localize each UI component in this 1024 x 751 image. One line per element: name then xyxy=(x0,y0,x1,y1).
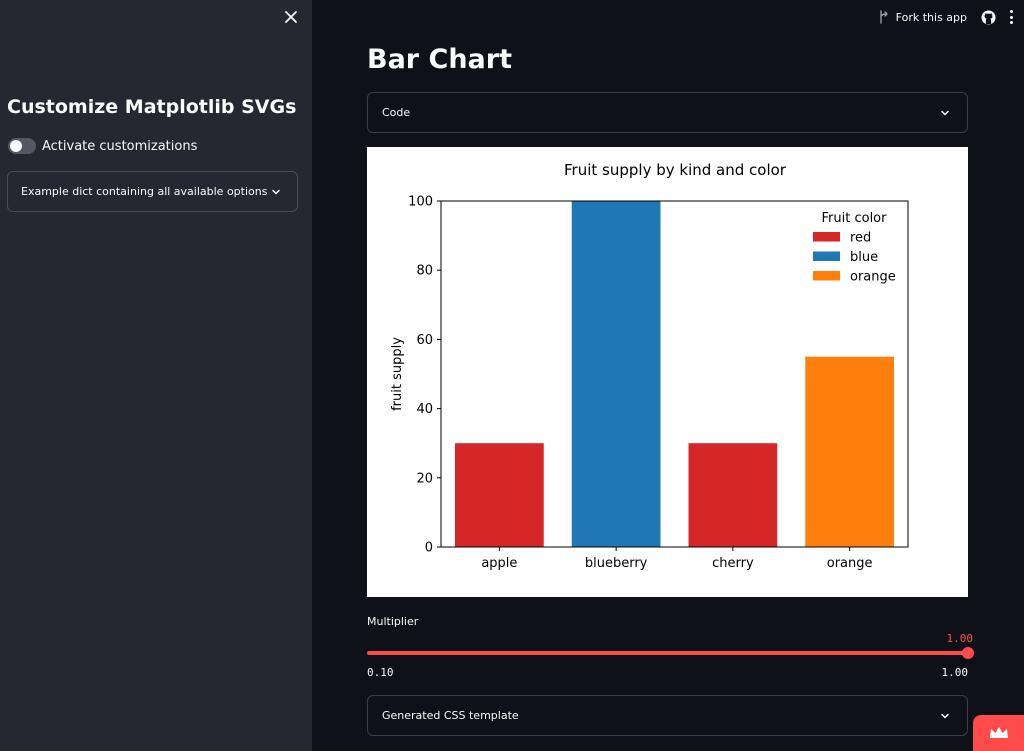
y-ticks-group: 0 20 40 60 80 100 xyxy=(408,195,441,556)
customizations-toggle-row: Activate customizations xyxy=(8,138,197,154)
legend-label-red: red xyxy=(850,231,871,246)
app-header-actions: Fork this app xyxy=(878,6,1014,28)
chart-title: Fruit supply by kind and color xyxy=(564,161,787,179)
streamlit-badge[interactable] xyxy=(973,715,1024,751)
options-dict-expander-label: Example dict containing all available op… xyxy=(21,185,268,198)
multiplier-slider-thumb[interactable] xyxy=(962,647,974,659)
bars-group xyxy=(455,201,894,547)
chevron-down-icon xyxy=(941,713,949,718)
multiplier-max: 1.00 xyxy=(941,666,969,679)
options-dict-expander[interactable]: Example dict containing all available op… xyxy=(7,171,298,212)
bar-chart: Fruit supply by kind and color fruit sup… xyxy=(367,147,968,597)
legend-swatch-blue xyxy=(813,251,840,261)
bar-cherry xyxy=(688,443,778,547)
multiplier-slider-track[interactable] xyxy=(367,651,968,655)
code-expander-label: Code xyxy=(382,106,411,119)
y-tick-label: 20 xyxy=(416,471,433,486)
customizations-toggle[interactable] xyxy=(8,138,36,154)
toggle-knob xyxy=(10,140,22,152)
chevron-down-icon xyxy=(272,189,280,194)
sidebar: Customize Matplotlib SVGs Activate custo… xyxy=(0,0,312,751)
chart-legend: Fruit color red blue orange xyxy=(813,211,896,285)
page-title: Bar Chart xyxy=(367,44,512,75)
x-tick-label: orange xyxy=(827,556,873,571)
y-tick-label: 80 xyxy=(416,264,433,279)
close-sidebar-icon[interactable] xyxy=(282,10,300,28)
crown-icon xyxy=(989,727,1008,738)
bar-orange xyxy=(805,356,894,547)
bar-apple xyxy=(455,443,544,547)
customizations-toggle-label: Activate customizations xyxy=(42,138,198,154)
sidebar-title: Customize Matplotlib SVGs xyxy=(7,96,297,118)
plot-frame xyxy=(440,200,909,548)
y-tick-label: 60 xyxy=(416,333,433,348)
multiplier-min: 0.10 xyxy=(367,666,394,679)
legend-label-blue: blue xyxy=(850,250,878,265)
legend-swatch-red xyxy=(813,232,840,242)
bar-chart-svg: Fruit supply by kind and color fruit sup… xyxy=(390,161,909,571)
fork-app-button[interactable]: Fork this app xyxy=(878,10,967,24)
legend-title: Fruit color xyxy=(822,211,888,226)
code-expander[interactable]: Code xyxy=(367,92,968,133)
menu-dot xyxy=(1010,15,1013,19)
legend-label-orange: orange xyxy=(850,270,896,285)
menu-dot xyxy=(1010,21,1013,24)
x-tick-label: apple xyxy=(481,556,517,571)
y-tick-label: 40 xyxy=(416,402,433,417)
legend-swatch-orange xyxy=(813,271,840,281)
github-icon[interactable] xyxy=(981,9,996,25)
css-template-expander-label: Generated CSS template xyxy=(382,709,519,722)
multiplier-label: Multiplier xyxy=(367,615,419,628)
x-ticks-group: apple blueberry cherry orange xyxy=(481,547,873,571)
x-tick-label: blueberry xyxy=(585,556,648,571)
menu-dot xyxy=(1010,10,1013,13)
y-tick-label: 100 xyxy=(408,195,433,210)
main-menu-icon[interactable] xyxy=(1010,10,1014,24)
chart-y-axis-label: fruit supply xyxy=(390,337,405,411)
chevron-down-icon xyxy=(941,110,949,115)
css-template-expander[interactable]: Generated CSS template xyxy=(367,695,968,736)
y-tick-label: 0 xyxy=(425,541,433,556)
fork-icon xyxy=(879,10,888,24)
multiplier-value: 1.00 xyxy=(946,632,974,645)
fork-app-label: Fork this app xyxy=(895,10,967,24)
bar-blueberry xyxy=(571,201,661,547)
x-tick-label: cherry xyxy=(712,556,754,571)
